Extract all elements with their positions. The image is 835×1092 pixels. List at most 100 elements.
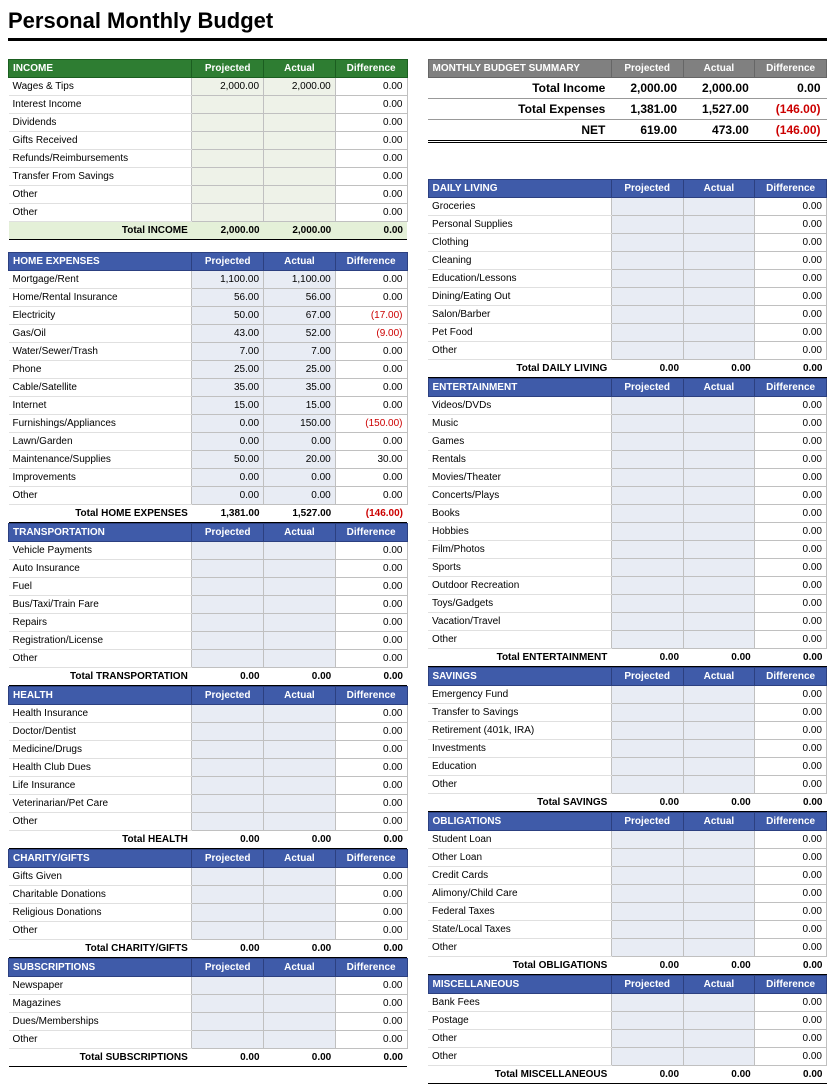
cell-projected[interactable] [192,777,264,795]
cell-projected[interactable]: 50.00 [192,451,264,469]
cell-actual[interactable] [683,831,755,849]
cell-actual[interactable] [683,198,755,216]
cell-actual[interactable] [683,867,755,885]
cell-projected[interactable] [611,903,683,921]
cell-projected[interactable] [611,415,683,433]
cell-actual[interactable]: 1,100.00 [264,271,336,289]
cell-actual[interactable] [683,469,755,487]
cell-projected[interactable] [611,776,683,794]
cell-actual[interactable] [683,234,755,252]
cell-projected[interactable] [611,686,683,704]
cell-actual[interactable]: 0.00 [264,433,336,451]
cell-projected[interactable] [611,234,683,252]
cell-projected[interactable] [192,650,264,668]
cell-actual[interactable] [264,886,336,904]
cell-projected[interactable] [611,867,683,885]
cell-actual[interactable]: 56.00 [264,289,336,307]
cell-projected[interactable] [611,1012,683,1030]
cell-projected[interactable] [192,922,264,940]
cell-actual[interactable] [264,741,336,759]
cell-actual[interactable] [264,904,336,922]
cell-projected[interactable] [192,995,264,1013]
cell-projected[interactable]: 2,000.00 [192,78,264,96]
cell-actual[interactable]: 15.00 [264,397,336,415]
cell-projected[interactable] [192,186,264,204]
cell-actual[interactable] [683,415,755,433]
cell-actual[interactable] [683,306,755,324]
cell-actual[interactable] [264,632,336,650]
cell-projected[interactable]: 43.00 [192,325,264,343]
cell-actual[interactable] [264,777,336,795]
cell-projected[interactable] [611,324,683,342]
cell-actual[interactable] [264,1031,336,1049]
cell-projected[interactable]: 0.00 [192,487,264,505]
cell-actual[interactable] [683,397,755,415]
cell-projected[interactable] [611,595,683,613]
cell-actual[interactable] [264,922,336,940]
cell-projected[interactable] [611,252,683,270]
cell-projected[interactable] [192,168,264,186]
cell-projected[interactable] [611,342,683,360]
cell-actual[interactable] [683,433,755,451]
cell-projected[interactable] [611,994,683,1012]
cell-actual[interactable]: 20.00 [264,451,336,469]
cell-projected[interactable] [611,397,683,415]
cell-projected[interactable] [192,632,264,650]
cell-actual[interactable]: 150.00 [264,415,336,433]
cell-actual[interactable]: 35.00 [264,379,336,397]
cell-actual[interactable] [683,505,755,523]
cell-projected[interactable] [192,596,264,614]
cell-actual[interactable] [683,216,755,234]
cell-projected[interactable] [192,886,264,904]
cell-projected[interactable] [611,1030,683,1048]
cell-projected[interactable] [611,216,683,234]
cell-projected[interactable] [611,577,683,595]
cell-projected[interactable] [611,885,683,903]
cell-actual[interactable] [683,1030,755,1048]
cell-actual[interactable] [264,150,336,168]
cell-projected[interactable] [192,868,264,886]
cell-actual[interactable] [264,813,336,831]
cell-projected[interactable] [611,523,683,541]
cell-projected[interactable] [611,722,683,740]
cell-actual[interactable] [264,795,336,813]
cell-projected[interactable]: 0.00 [192,469,264,487]
cell-projected[interactable] [192,723,264,741]
cell-projected[interactable] [192,1031,264,1049]
cell-actual[interactable] [683,758,755,776]
cell-projected[interactable] [192,977,264,995]
cell-actual[interactable] [683,849,755,867]
cell-actual[interactable] [683,740,755,758]
cell-projected[interactable] [192,759,264,777]
cell-actual[interactable] [683,776,755,794]
cell-actual[interactable] [683,559,755,577]
cell-projected[interactable] [192,560,264,578]
cell-actual[interactable] [683,704,755,722]
cell-projected[interactable]: 7.00 [192,343,264,361]
cell-projected[interactable] [192,114,264,132]
cell-projected[interactable] [192,795,264,813]
cell-actual[interactable] [683,686,755,704]
cell-actual[interactable] [264,723,336,741]
cell-projected[interactable]: 35.00 [192,379,264,397]
cell-projected[interactable] [192,150,264,168]
cell-projected[interactable] [611,921,683,939]
cell-projected[interactable] [611,270,683,288]
cell-actual[interactable] [264,650,336,668]
cell-projected[interactable] [611,613,683,631]
cell-actual[interactable]: 0.00 [264,469,336,487]
cell-projected[interactable] [611,288,683,306]
cell-actual[interactable] [683,595,755,613]
cell-actual[interactable] [264,132,336,150]
cell-projected[interactable] [611,451,683,469]
cell-projected[interactable] [192,204,264,222]
cell-actual[interactable]: 52.00 [264,325,336,343]
cell-actual[interactable] [264,977,336,995]
cell-projected[interactable] [611,505,683,523]
cell-projected[interactable] [192,132,264,150]
cell-actual[interactable] [264,614,336,632]
cell-actual[interactable] [264,542,336,560]
cell-actual[interactable]: 7.00 [264,343,336,361]
cell-actual[interactable] [264,1013,336,1031]
cell-projected[interactable]: 0.00 [192,415,264,433]
